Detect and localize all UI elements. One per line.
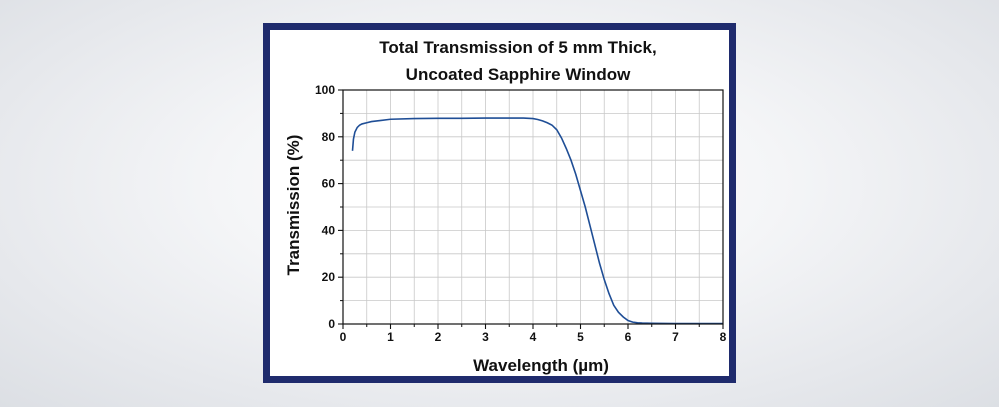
x-tick-label: 3: [482, 330, 489, 344]
x-tick-label: 4: [530, 330, 537, 344]
plot-border: [342, 89, 724, 325]
x-tick-label: 7: [672, 330, 679, 344]
x-tick-label: 8: [720, 330, 727, 344]
chart-title-line-1: Total Transmission of 5 mm Thick,: [379, 38, 656, 57]
x-tick-label: 6: [625, 330, 632, 344]
chart-title-line-2: Uncoated Sapphire Window: [406, 65, 631, 84]
y-tick-label: 20: [322, 270, 336, 284]
x-tick-label: 2: [435, 330, 442, 344]
y-tick-label: 60: [322, 177, 336, 191]
y-tick-label: 40: [322, 223, 336, 237]
x-axis-label: Wavelength (µm): [473, 356, 609, 375]
y-tick-label: 0: [328, 317, 335, 331]
chart: Total Transmission of 5 mm Thick, Uncoat…: [284, 38, 727, 375]
chart-panel: Total Transmission of 5 mm Thick, Uncoat…: [270, 30, 729, 376]
y-tick-label: 80: [322, 130, 336, 144]
series-line: [351, 117, 723, 325]
y-tick-label: 100: [315, 83, 335, 97]
chart-frame: Total Transmission of 5 mm Thick, Uncoat…: [263, 23, 736, 383]
y-axis-label: Transmission (%): [284, 135, 303, 276]
x-tick-label: 1: [387, 330, 394, 344]
grid: [342, 89, 724, 325]
x-tick-label: 5: [577, 330, 584, 344]
ticks: [338, 89, 724, 329]
x-tick-label: 0: [340, 330, 347, 344]
